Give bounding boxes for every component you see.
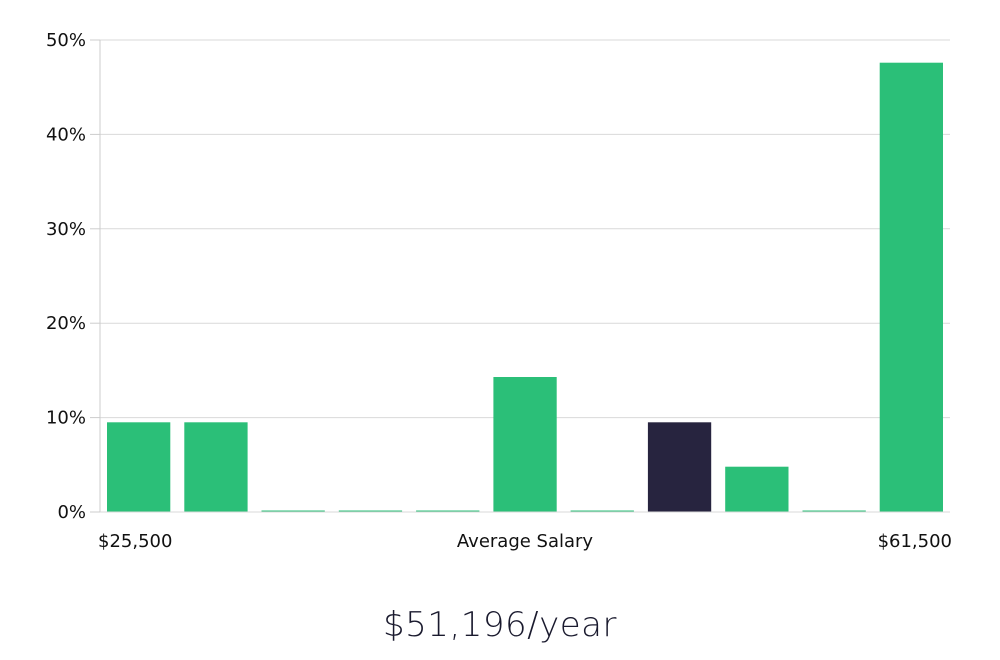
chart-svg: 0% 10% 20% 30% 40% 50% $25,500 Average Salary… bbox=[46, 30, 952, 552]
bar bbox=[879, 62, 943, 512]
bar bbox=[261, 510, 325, 512]
axis-layer: 0% 10% 20% 30% 40% 50% bbox=[46, 30, 950, 523]
bar bbox=[184, 422, 248, 512]
bar bbox=[725, 466, 789, 512]
x-label-min: $25,500 bbox=[98, 531, 172, 552]
bar bbox=[107, 422, 171, 512]
y-tick-label: 50% bbox=[46, 30, 86, 51]
y-tick-label: 0% bbox=[57, 502, 86, 523]
y-tick-label: 40% bbox=[46, 124, 86, 145]
bar bbox=[802, 510, 866, 512]
salary-distribution-chart: 0% 10% 20% 30% 40% 50% $25,500 Average Salary… bbox=[46, 30, 952, 552]
grid-layer bbox=[100, 39, 950, 419]
bar bbox=[338, 510, 403, 512]
y-tick-label: 10% bbox=[46, 408, 86, 429]
bar-average-salary bbox=[647, 422, 712, 512]
bar bbox=[493, 377, 557, 512]
bar bbox=[416, 510, 480, 512]
y-tick-label: 30% bbox=[46, 219, 86, 240]
bar-layer bbox=[107, 62, 943, 512]
x-label-max: $61,500 bbox=[878, 531, 952, 552]
average-salary-value: $51,196/year bbox=[383, 605, 617, 645]
y-tick-label: 20% bbox=[46, 313, 86, 334]
bar bbox=[570, 510, 634, 512]
x-label-average-salary: Average Salary bbox=[457, 531, 594, 552]
